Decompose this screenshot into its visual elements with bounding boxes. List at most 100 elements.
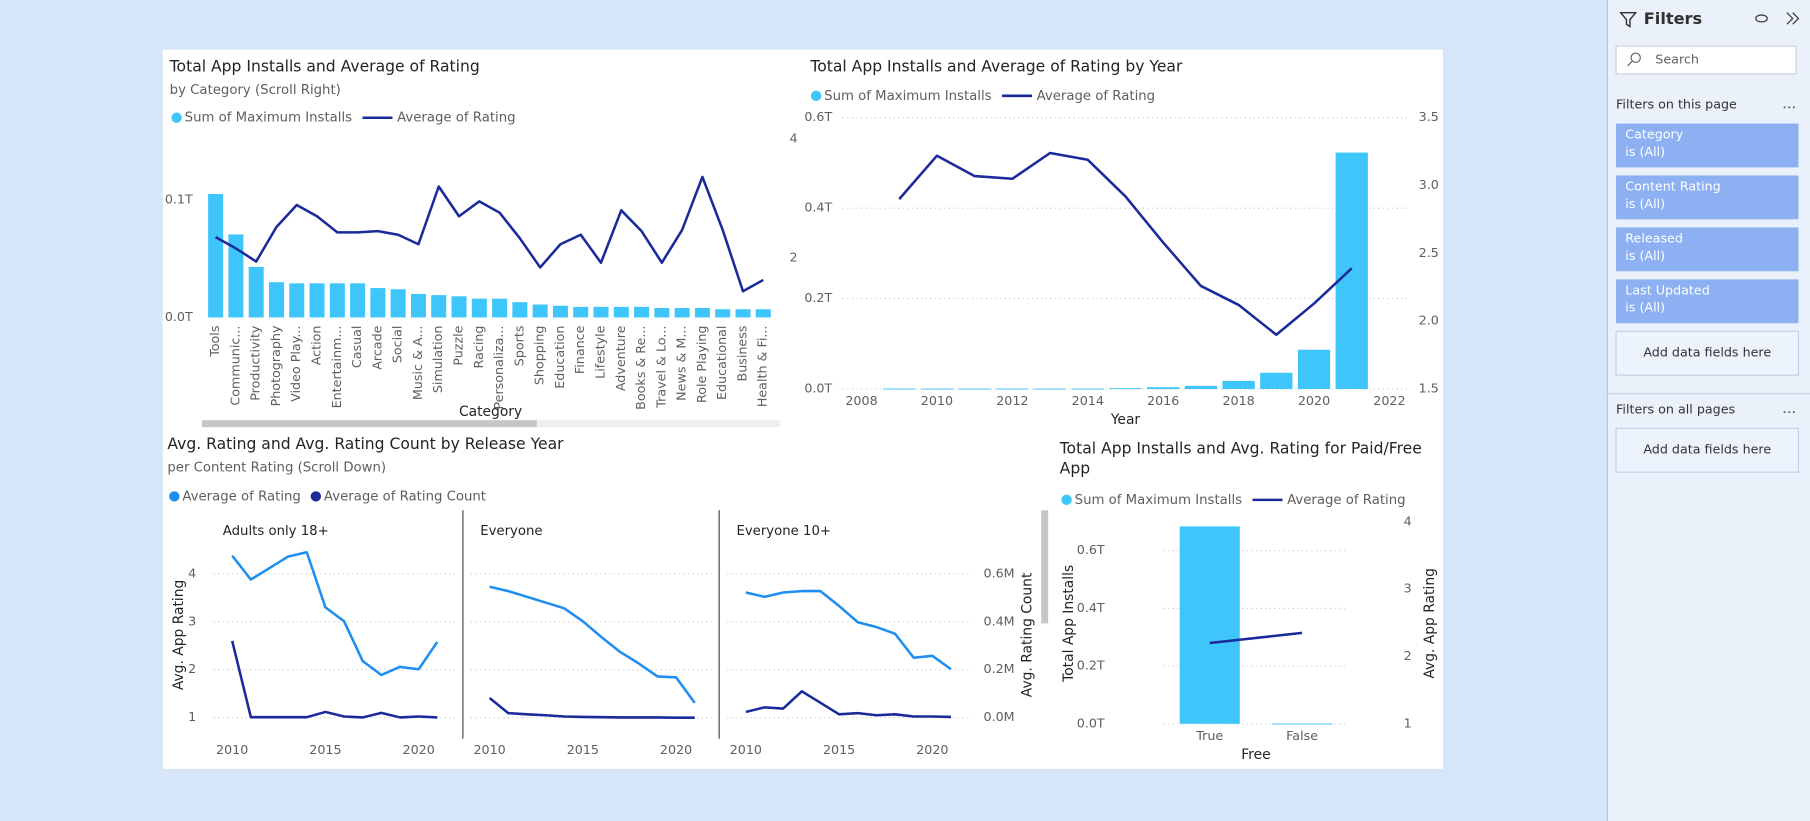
legend-marker (810, 90, 822, 102)
x-tick-label: 2020 (916, 742, 948, 757)
bar (593, 306, 609, 318)
y2-tick-label: 0.0M (983, 709, 1014, 724)
bar (471, 298, 487, 318)
legend-label: Average of Rating (1287, 493, 1405, 508)
bar (1071, 388, 1104, 390)
filter-field: Last Updated (1625, 282, 1709, 297)
report-canvas (162, 49, 1443, 769)
more-icon[interactable] (1783, 106, 1795, 109)
y2-tick-label: 3 (1404, 581, 1412, 596)
filter-card[interactable] (1616, 175, 1799, 220)
bar (613, 306, 629, 318)
y-tick-label: 0.6T (1077, 542, 1105, 557)
x-tick-label: Travel & Lo... (653, 326, 668, 409)
x-tick-label: Role Playing (694, 326, 709, 403)
bar (552, 305, 568, 318)
panel-title: Adults only 18+ (223, 524, 329, 539)
bar (410, 293, 426, 318)
x-tick-label: False (1286, 728, 1318, 743)
x-tick-label: Health & Fi... (755, 326, 770, 408)
bar (228, 234, 244, 318)
axis-title: Avg. App Rating (1422, 568, 1438, 679)
y-tick-label: 0.0T (1077, 715, 1105, 730)
bar (996, 388, 1029, 390)
search-box[interactable] (1615, 45, 1797, 75)
filter-state: is (All) (1625, 248, 1665, 263)
bar (1335, 152, 1368, 390)
x-tick-label: Education (552, 326, 567, 389)
x-tick-label: 2020 (660, 742, 692, 757)
x-tick-label: Social (390, 326, 405, 364)
filter-field: Released (1625, 230, 1683, 245)
filter-card[interactable] (1616, 123, 1799, 168)
scroll-thumb[interactable] (1041, 510, 1049, 624)
bar (674, 308, 690, 318)
x-tick-label: 2010 (921, 393, 953, 408)
filter-state: is (All) (1625, 196, 1665, 211)
x-tick-label: Music & A... (410, 326, 425, 401)
panel-title: Everyone 10+ (736, 524, 831, 539)
legend-label: Sum of Maximum Installs (1075, 493, 1242, 508)
drop-zone-label: Add data fields here (1643, 442, 1771, 457)
y-tick-label: 0.6T (804, 109, 832, 124)
line (215, 175, 764, 293)
bar (431, 295, 447, 318)
y-tick-label: 2 (188, 661, 196, 676)
scroll-thumb[interactable] (202, 420, 537, 428)
bar (492, 298, 508, 318)
collapse-icon[interactable] (1786, 12, 1800, 25)
legend-marker (169, 491, 180, 502)
y2-tick-label: 1.5 (1419, 381, 1439, 396)
legend-marker (171, 112, 182, 123)
x-tick-label: Communic... (227, 326, 242, 406)
y-tick-label: 0.0T (165, 309, 193, 324)
bar (329, 283, 345, 318)
bar (1272, 723, 1333, 725)
drop-zone[interactable] (1615, 427, 1800, 473)
bar (1147, 387, 1180, 390)
x-tick-label: Productivity (248, 325, 263, 401)
bar (694, 308, 710, 318)
axis-title: Avg. App Rating (171, 580, 187, 691)
y-tick-label: 0.2T (804, 290, 832, 305)
bar (390, 289, 406, 318)
x-tick-label: 2018 (1222, 393, 1254, 408)
axis-title: Year (1110, 412, 1141, 428)
more-icon[interactable] (1783, 411, 1795, 414)
line (231, 550, 439, 677)
axis-title: Total App Installs (1061, 565, 1077, 683)
y-tick-label: 0.2T (1077, 658, 1105, 673)
x-tick-label: Personaliza... (491, 326, 506, 410)
x-tick-label: 2014 (1072, 393, 1104, 408)
bar (532, 304, 548, 318)
chart-title: Total App Installs and Average of Rating (169, 57, 480, 75)
filter-card[interactable] (1616, 279, 1799, 324)
filter-card[interactable] (1616, 227, 1799, 272)
x-tick-label: 2008 (845, 393, 877, 408)
y2-tick-label: 1 (1404, 715, 1412, 730)
legend-marker (310, 491, 322, 502)
eye-icon[interactable] (1755, 14, 1768, 23)
legend-label: Sum of Maximum Installs (185, 111, 352, 126)
bar (370, 288, 386, 318)
bar (883, 388, 916, 390)
x-tick-label: Entertainm... (329, 326, 344, 409)
bar (573, 306, 589, 318)
legend-label: Sum of Maximum Installs (824, 89, 991, 104)
x-tick-label: Lifestyle (592, 325, 607, 378)
x-tick-label: Tools (207, 326, 222, 358)
chart-title: Total App Installs and Average of Rating… (809, 57, 1183, 75)
legend-marker (1061, 494, 1072, 506)
filter-field: Content Rating (1625, 179, 1720, 194)
chart-title: Avg. Rating and Avg. Rating Count by Rel… (167, 435, 564, 453)
y2-tick-label: 0.4M (983, 613, 1014, 628)
legend-label: Average of Rating (397, 111, 515, 126)
bar (1184, 385, 1218, 390)
y2-tick-label: 0.2M (983, 661, 1014, 676)
y2-tick-label: 2 (1404, 648, 1412, 663)
y2-tick-label: 2.0 (1419, 313, 1439, 328)
bar (208, 194, 224, 318)
x-tick-label: 2020 (403, 742, 435, 757)
drop-zone[interactable] (1615, 330, 1800, 376)
y2-tick-label: 2 (790, 249, 798, 264)
